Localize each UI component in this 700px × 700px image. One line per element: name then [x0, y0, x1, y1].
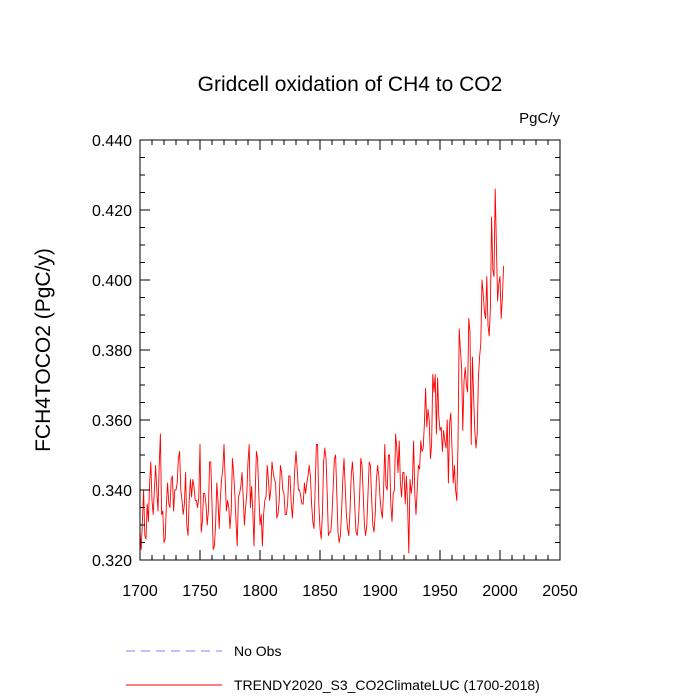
chart-title: Gridcell oxidation of CH4 to CO2 [198, 73, 503, 96]
x-tick-label: 1950 [422, 583, 458, 600]
x-tick-label: 1900 [362, 583, 398, 600]
x-tick-label: 1800 [242, 583, 278, 600]
legend-label-1: TRENDY2020_S3_CO2ClimateLUC (1700-2018) [234, 677, 540, 693]
y-tick-label: 0.320 [92, 553, 132, 570]
y-tick-label: 0.340 [92, 483, 132, 500]
y-tick-label: 0.420 [92, 203, 132, 220]
x-tick-label: 1850 [302, 583, 338, 600]
y-tick-label: 0.360 [92, 413, 132, 430]
legend-label-0: No Obs [234, 643, 281, 659]
x-tick-label: 1750 [182, 583, 218, 600]
x-tick-label: 2050 [542, 583, 578, 600]
units-label: PgC/y [519, 110, 560, 127]
legend: No Obs TRENDY2020_S3_CO2ClimateLUC (1700-… [126, 643, 540, 693]
x-tick-label: 1700 [122, 583, 158, 600]
x-tick-label: 2000 [482, 583, 518, 600]
y-tick-label: 0.400 [92, 273, 132, 290]
y-tick-label: 0.380 [92, 343, 132, 360]
y-axis-label: FCH4TOCO2 (PgC/y) [32, 248, 55, 452]
y-tick-label: 0.440 [92, 133, 132, 150]
plot-area: 1700 1750 1800 1850 1900 1950 2000 2050 0.320 0.3… [92, 133, 578, 600]
data-series-line-1 [139, 188, 505, 554]
